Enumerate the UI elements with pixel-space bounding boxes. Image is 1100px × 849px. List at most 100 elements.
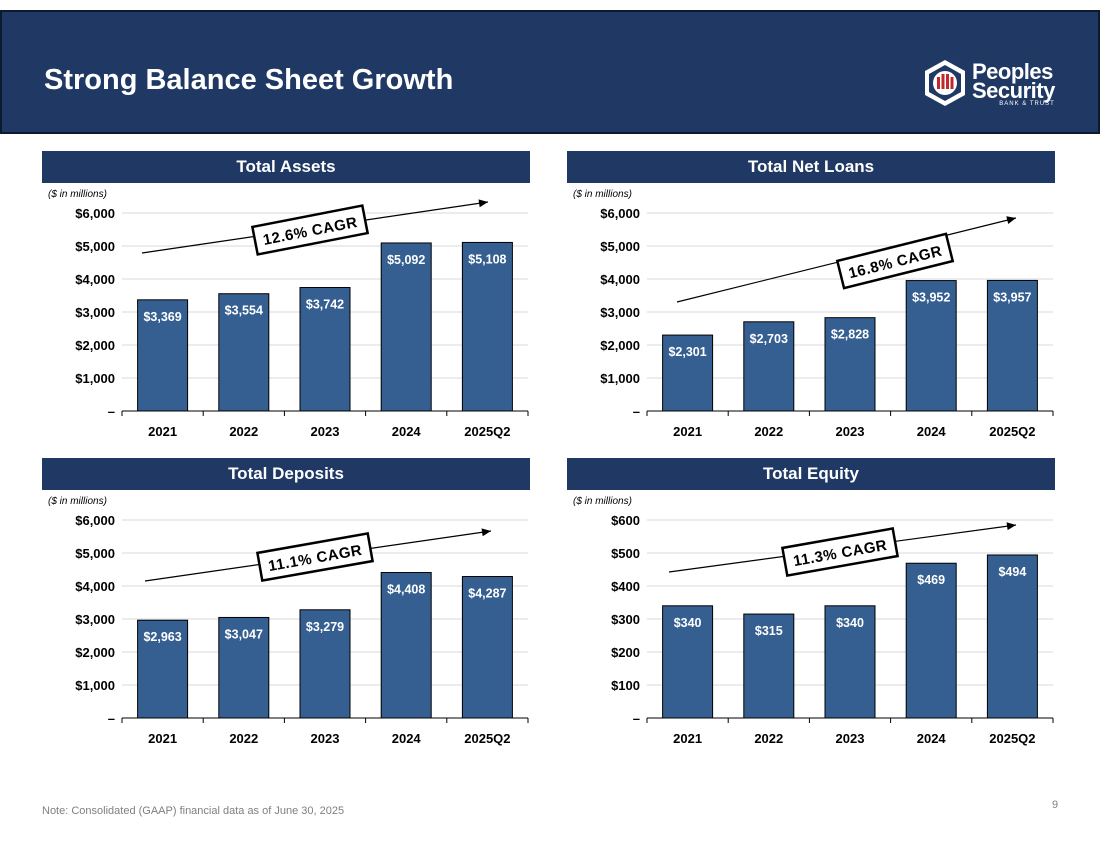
x-tick-label: 2023	[836, 731, 865, 746]
y-tick-label: $1,000	[600, 371, 640, 386]
chart-panel-total-net-loans: Total Net Loans ($ in millions) – $1,000 $2…	[567, 151, 1055, 451]
bar	[662, 605, 714, 719]
bar-value-label: $3,369	[143, 310, 181, 324]
bar	[137, 619, 189, 719]
y-tick-label: $400	[611, 579, 640, 594]
y-tick-label: $300	[611, 612, 640, 627]
logo-subtitle: BANK & TRUST	[999, 101, 1055, 107]
y-tick-label: $3,000	[75, 612, 115, 627]
y-tick-label: –	[108, 404, 115, 419]
bar	[824, 605, 876, 719]
unit-note: ($ in millions)	[48, 496, 107, 507]
y-tick-label: $6,000	[75, 206, 115, 221]
bar-value-label: $340	[836, 616, 864, 630]
bar-value-label: $3,952	[912, 291, 950, 305]
cagr-label-box	[835, 232, 955, 290]
bar	[824, 317, 876, 412]
x-tick-label: 2022	[229, 731, 258, 746]
bar-value-label: $5,108	[468, 252, 506, 266]
x-tick-label: 2023	[836, 424, 865, 439]
cagr-arrow-head	[478, 199, 488, 208]
y-tick-label: $200	[611, 645, 640, 660]
logo-hexagon-icon	[925, 60, 965, 106]
x-tick-label: 2021	[148, 424, 177, 439]
bar-chart-total-assets: ($ in millions) – $1,000 $2,000 $3,000 $4,000…	[48, 189, 529, 439]
y-tick-label: $4,000	[75, 579, 115, 594]
bar	[137, 299, 189, 412]
bar	[380, 242, 432, 412]
cagr-label-group: 16.8% CAGR	[835, 232, 955, 290]
bar-value-label: $5,092	[387, 253, 425, 267]
company-logo: Peoples Security BANK & TRUST	[920, 56, 1080, 112]
y-tick-label: $1,000	[75, 371, 115, 386]
cagr-label-box	[250, 204, 370, 256]
bar-value-label: $315	[755, 624, 783, 638]
x-tick-label: 2022	[229, 424, 258, 439]
bar-value-label: $4,408	[387, 583, 425, 597]
x-tick-label: 2024	[392, 424, 422, 439]
unit-note: ($ in millions)	[573, 189, 632, 200]
chart-panel-total-equity: Total Equity ($ in millions) – $100 $200 $30…	[567, 458, 1055, 758]
bar-value-label: $3,554	[225, 304, 263, 318]
chart-panel-total-deposits: Total Deposits ($ in millions) – $1,000 $2,…	[42, 458, 530, 758]
slide-header: Strong Balance Sheet Growth Peoples Secu…	[0, 10, 1100, 134]
chart-title: Total Equity	[567, 458, 1055, 490]
y-tick-label: $2,000	[75, 645, 115, 660]
cagr-arrow-head	[1006, 216, 1016, 225]
bar-value-label: $340	[674, 616, 702, 630]
slide-title: Strong Balance Sheet Growth	[44, 64, 454, 96]
y-tick-label: –	[633, 404, 640, 419]
y-tick-label: –	[108, 711, 115, 726]
page-number: 9	[1052, 799, 1059, 811]
y-tick-label: –	[633, 711, 640, 726]
bar-value-label: $469	[917, 573, 945, 587]
bar-value-label: $494	[998, 565, 1026, 579]
bar	[299, 609, 351, 719]
bar-value-label: $2,703	[750, 332, 788, 346]
y-tick-label: $5,000	[75, 239, 115, 254]
bar	[662, 334, 714, 412]
x-tick-label: 2025Q2	[989, 731, 1035, 746]
bar	[905, 562, 957, 719]
cagr-label-box	[255, 532, 375, 582]
bar	[299, 287, 351, 412]
unit-note: ($ in millions)	[48, 189, 107, 200]
bar-chart-total-equity: ($ in millions) – $100 $200 $300 $400 $500 $600…	[573, 496, 1054, 746]
y-tick-label: $600	[611, 513, 640, 528]
cagr-arrow-head	[481, 528, 491, 537]
x-tick-label: 2021	[673, 731, 702, 746]
footnote: Note: Consolidated (GAAP) financial data…	[42, 805, 345, 817]
logo-word-security: Security	[972, 78, 1055, 103]
x-tick-label: 2025Q2	[989, 424, 1035, 439]
bar	[380, 572, 432, 719]
bar-value-label: $2,828	[831, 328, 869, 342]
x-tick-label: 2022	[754, 424, 783, 439]
y-tick-label: $1,000	[75, 678, 115, 693]
y-tick-label: $4,000	[600, 272, 640, 287]
chart-panel-total-assets: Total Assets ($ in millions) – $1,000 $2,00…	[42, 151, 530, 451]
x-tick-label: 2025Q2	[464, 424, 510, 439]
bar	[218, 293, 270, 412]
x-tick-label: 2024	[392, 731, 422, 746]
bar-value-label: $4,287	[468, 587, 506, 601]
y-tick-label: $3,000	[75, 305, 115, 320]
bar	[743, 321, 795, 412]
chart-title: Total Net Loans	[567, 151, 1055, 183]
bar-value-label: $2,301	[668, 345, 706, 359]
cagr-label-group: 11.1% CAGR	[255, 532, 375, 582]
x-tick-label: 2022	[754, 731, 783, 746]
bar	[461, 241, 513, 412]
y-tick-label: $100	[611, 678, 640, 693]
y-tick-label: $6,000	[75, 513, 115, 528]
x-tick-label: 2021	[148, 731, 177, 746]
x-tick-label: 2025Q2	[464, 731, 510, 746]
bar	[986, 279, 1038, 412]
bar	[461, 576, 513, 719]
chart-title: Total Deposits	[42, 458, 530, 490]
x-tick-label: 2023	[311, 424, 340, 439]
bar	[905, 280, 957, 412]
y-tick-label: $4,000	[75, 272, 115, 287]
y-tick-label: $3,000	[600, 305, 640, 320]
bar-value-label: $3,957	[993, 290, 1031, 304]
bar-chart-total-deposits: ($ in millions) – $1,000 $2,000 $3,000 $4,000…	[48, 496, 529, 746]
